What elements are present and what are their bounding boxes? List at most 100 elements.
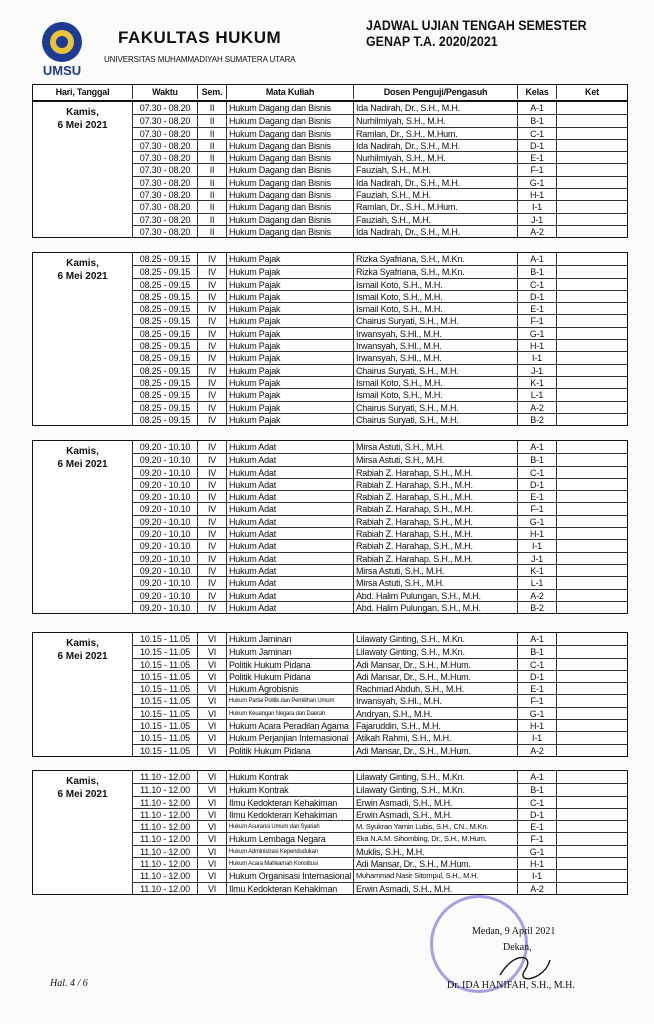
class-cell: A-1 [517,771,556,784]
course-cell: Hukum Dagang dan Bisnis [226,163,353,176]
note-cell [556,253,627,266]
lecturer-cell: Lilawaty Ginting, S.H., M.Kn. [353,633,517,646]
time-cell: 07.30 - 08.20 [132,138,197,152]
note-cell [556,339,627,352]
table-row: 09.20 - 10.10 IV Hukum Adat Mirsa Astuti, S… [33,576,627,589]
time-cell: 09.20 - 10.10 [132,441,197,454]
time-cell: 08.25 - 09.15 [132,302,197,315]
class-cell: F-1 [517,163,556,176]
note-cell [556,277,627,290]
col-sem: Sem. [197,85,226,99]
table-row: 11.10 - 12.00 VI Ilmu Kedokteran Kehakiman… [33,807,627,821]
lecturer-cell: Adi Mansar, Dr., S.H., M.Hum. [353,657,517,670]
title-line-2: GENAP T.A. 2020/2021 [366,34,498,49]
semester-cell: IV [197,277,226,290]
course-cell: Hukum Pajak [226,314,353,327]
semester-cell: VI [197,633,226,646]
class-cell: B-1 [517,783,556,796]
note-cell [556,412,627,426]
semester-cell: IV [197,465,226,478]
time-cell: 08.25 - 09.15 [132,363,197,376]
date: 6 Mei 2021 [57,271,108,282]
course-cell: Hukum Pajak [226,339,353,352]
semester-cell: IV [197,490,226,503]
time-cell: 09.20 - 10.10 [132,539,197,552]
course-cell: Hukum Dagang dan Bisnis [226,188,353,201]
class-cell: G-1 [517,175,556,189]
lecturer-cell: Lilawaty Ginting, S.H., M.Kn. [353,645,517,658]
note-cell [556,224,627,238]
table-row: 09.20 - 10.10 IV Hukum Adat Rabiah Z. Harah… [33,539,627,552]
class-cell: A-1 [517,441,556,454]
col-class: Kelas [517,85,556,99]
semester-cell: VI [197,706,226,720]
lecturer-cell: Rabiah Z. Harahap, S.H., M.H. [353,539,517,552]
lecturer-cell: Fauziah, S.H., M.H. [353,212,517,225]
semester-cell: II [197,175,226,189]
class-cell: K-1 [517,563,556,577]
table-row: 09.20 - 10.10 IV Hukum Adat Rabiah Z. Harah… [33,527,627,540]
course-cell: Hukum Dagang dan Bisnis [226,138,353,152]
time-cell: 11.10 - 12.00 [132,869,197,882]
time-cell: 09.20 - 10.10 [132,527,197,540]
date: 6 Mei 2021 [57,459,108,470]
semester-cell: IV [197,388,226,401]
semester-cell: VI [197,881,226,894]
course-cell: Hukum Dagang dan Bisnis [226,102,353,115]
note-cell [556,175,627,189]
day-name: Kamis, [66,107,99,118]
col-lecturer: Dosen Penguji/Pengasuh [353,85,517,99]
semester-cell: IV [197,477,226,491]
class-cell: D-1 [517,289,556,303]
col-course: Mata Kuliah [226,85,353,99]
semester-cell: VI [197,771,226,784]
semester-cell: VI [197,719,226,732]
course-cell: Hukum Partai Politik dan Pemilihan Umum [226,694,353,707]
course-cell: Hukum Pajak [226,400,353,413]
note-cell [556,820,627,833]
table-row: 10.15 - 11.05 VI Hukum Acara Peradilan Aga… [33,719,627,732]
day-label: Kamis, 6 Mei 2021 [33,445,132,471]
table-row: 07.30 - 08.20 II Hukum Dagang dan Bisnis Ra… [33,126,627,139]
semester-cell: VI [197,844,226,858]
course-cell: Hukum Agrobisnis [226,682,353,695]
lecturer-cell: Rabiah Z. Harahap, S.H., M.H. [353,490,517,503]
time-cell: 10.15 - 11.05 [132,669,197,683]
time-cell: 10.15 - 11.05 [132,657,197,670]
class-cell: F-1 [517,314,556,327]
class-cell: G-1 [517,844,556,858]
class-cell: H-1 [517,857,556,870]
lecturer-cell: Mirsa Astuti, S.H., M.H. [353,441,517,454]
class-cell: A-2 [517,588,556,601]
class-cell: E-1 [517,151,556,164]
lecturer-cell: Adi Mansar, Dr., S.H., M.Hum. [353,669,517,683]
lecturer-cell: Fauziah, S.H., M.H. [353,188,517,201]
time-cell: 09.20 - 10.10 [132,514,197,528]
table-row: 09.20 - 10.10 IV Hukum Adat Rabiah Z. Harah… [33,465,627,478]
day-label: Kamis, 6 Mei 2021 [33,257,132,283]
lecturer-cell: Ismail Koto, S.H., M.H. [353,375,517,389]
semester-cell: IV [197,351,226,364]
time-cell: 07.30 - 08.20 [132,175,197,189]
table-row: 10.15 - 11.05 VI Hukum Jaminan Lilawaty Gin… [33,645,627,658]
table-row: 10.15 - 11.05 VI Politik Hukum Pidana Adi M… [33,657,627,670]
table-row: 11.10 - 12.00 VI Hukum Organisasi Internas… [33,869,627,882]
time-cell: 09.20 - 10.10 [132,588,197,601]
time-cell: 07.30 - 08.20 [132,212,197,225]
note-cell [556,600,627,614]
note-cell [556,212,627,225]
course-cell: Hukum Dagang dan Bisnis [226,224,353,238]
class-cell: I-1 [517,539,556,552]
class-cell: F-1 [517,694,556,707]
note-cell [556,314,627,327]
course-cell: Hukum Adat [226,588,353,601]
class-cell: E-1 [517,820,556,833]
lecturer-cell: Nurhilmiyah, S.H., M.H. [353,114,517,127]
time-cell: 10.15 - 11.05 [132,719,197,732]
note-cell [556,351,627,364]
note-cell [556,527,627,540]
lecturer-cell: Rizka Syafriana, S.H., M.Kn. [353,265,517,278]
lecturer-cell: Adi Mansar, Dr., S.H., M.Hum. [353,743,517,756]
course-cell: Hukum Dagang dan Bisnis [226,175,353,189]
